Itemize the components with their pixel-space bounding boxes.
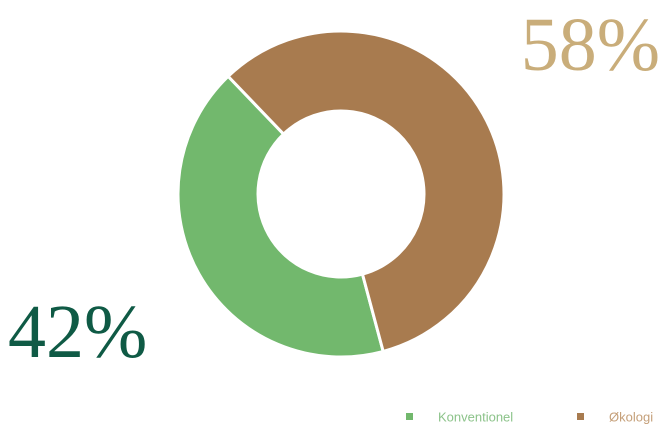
- value-label: 42%: [8, 290, 147, 374]
- value-label: 58%: [521, 3, 660, 87]
- legend-label: Konventionel: [438, 409, 513, 424]
- legend-swatch: [406, 413, 413, 420]
- donut-slice: [226, 29, 506, 354]
- donut-slice: [176, 74, 386, 359]
- legend-swatch: [577, 413, 584, 420]
- legend-label: Økologi: [609, 409, 653, 424]
